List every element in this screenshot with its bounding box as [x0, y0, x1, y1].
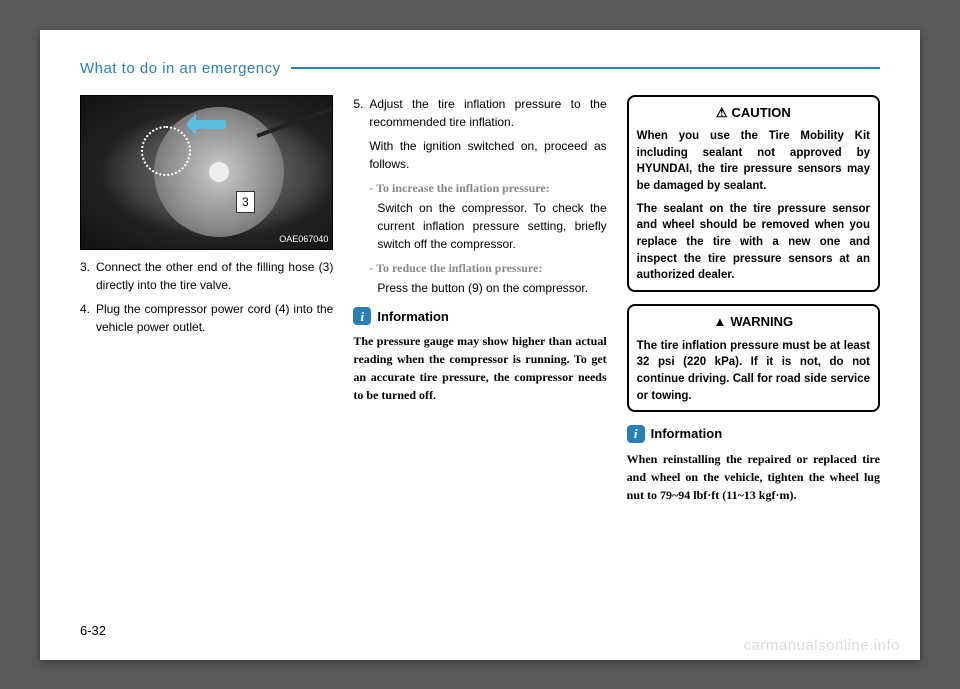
step-3: 3. Connect the other end of the filling … — [80, 258, 333, 294]
warning-triangle-icon: ▲ — [713, 314, 726, 329]
step-5: 5. Adjust the tire inflation pressure to… — [353, 95, 606, 131]
reduce-pressure-heading: - To reduce the inflation pres­sure: — [369, 259, 606, 277]
information-header: i Information — [353, 307, 606, 327]
page-number: 6-32 — [80, 623, 106, 638]
step-text: Adjust the tire inflation pressure to th… — [369, 95, 606, 131]
caution-p2: The sealant on the tire pressure sensor … — [637, 201, 870, 284]
step-5-continue: With the ignition switched on, pro­ceed … — [369, 137, 606, 173]
header-rule — [291, 67, 880, 69]
information-body: The pressure gauge may show higher than … — [353, 332, 606, 404]
tire-figure: 3 OAE067040 — [80, 95, 333, 250]
section-title: What to do in an emergency — [80, 60, 281, 77]
manual-page: What to do in an emergency 3 OAE067040 3… — [40, 30, 920, 660]
step-number: 3. — [80, 258, 96, 294]
information-header-2: i Information — [627, 424, 880, 444]
info-icon: i — [627, 425, 645, 443]
information-body-2: When reinstalling the repaired or replac… — [627, 450, 880, 504]
caution-title-row: ⚠ CAUTION — [637, 103, 870, 123]
warning-label: WARNING — [730, 314, 793, 329]
column-3: ⚠ CAUTION When you use the Tire Mobility … — [627, 95, 880, 504]
callout-circle — [141, 126, 191, 176]
caution-box: ⚠ CAUTION When you use the Tire Mobility … — [627, 95, 880, 293]
warning-body: The tire inflation pressure must be at l… — [637, 338, 870, 405]
step-number: 4. — [80, 300, 96, 336]
page-header: What to do in an emergency — [80, 60, 880, 77]
increase-pressure-heading: - To increase the inflation pres­sure: — [369, 179, 606, 197]
step-text: Connect the other end of the filling hos… — [96, 258, 333, 294]
warning-text: The tire inflation pressure must be at l… — [637, 338, 870, 405]
caution-label: CAUTION — [732, 105, 791, 120]
warning-box: ▲ WARNING The tire inflation pressure mus… — [627, 304, 880, 412]
warning-title-row: ▲ WARNING — [637, 312, 870, 332]
column-1: 3 OAE067040 3. Connect the other end of … — [80, 95, 333, 504]
caution-body: When you use the Tire Mobility Kit inclu… — [637, 128, 870, 284]
content-columns: 3 OAE067040 3. Connect the other end of … — [80, 95, 880, 504]
column-2: 5. Adjust the tire inflation pressure to… — [353, 95, 606, 504]
information-title-2: Information — [651, 424, 723, 444]
caution-triangle-icon: ⚠ — [716, 105, 728, 120]
step-4: 4. Plug the compressor power cord (4) in… — [80, 300, 333, 336]
step-number: 5. — [353, 95, 369, 131]
callout-number: 3 — [236, 191, 255, 213]
figure-code: OAE067040 — [279, 233, 328, 247]
step-text: Plug the compressor power cord (4) into … — [96, 300, 333, 336]
caution-p1: When you use the Tire Mobility Kit inclu… — [637, 128, 870, 195]
increase-pressure-body: Switch on the compressor. To check the c… — [377, 199, 606, 253]
information-title: Information — [377, 307, 449, 327]
reduce-pressure-body: Press the button (9) on the com­pressor. — [377, 279, 606, 297]
info-icon: i — [353, 307, 371, 325]
watermark: carmanualsonline.info — [744, 637, 900, 654]
